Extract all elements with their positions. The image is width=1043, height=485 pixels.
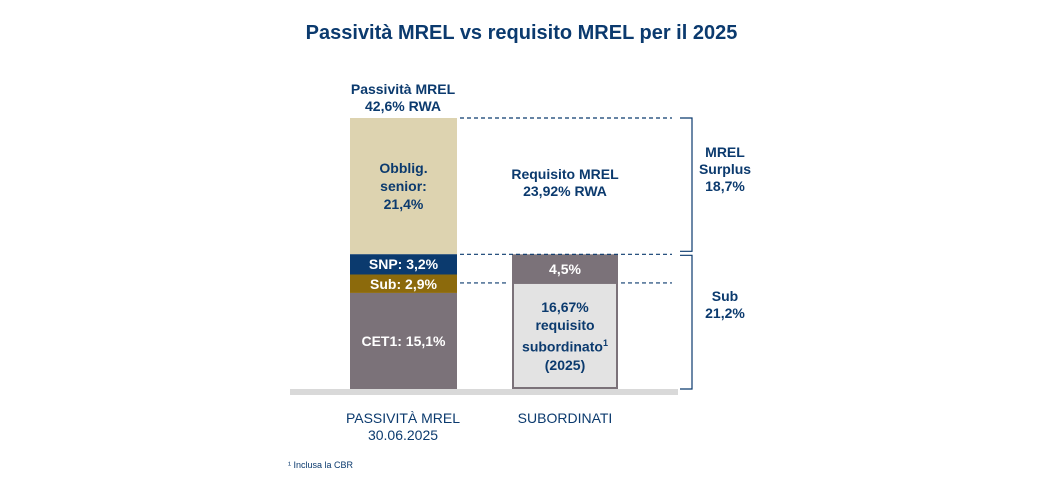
bar2-header-line2: 23,92% RWA [523,183,607,199]
sub-bracket-label: Sub 21,2% [690,288,760,322]
bar2-header-line1: Requisito MREL [511,166,619,182]
surplus-bracket-label: MREL Surplus 18,7% [690,144,760,195]
bar1-segment-cet1 [350,292,457,389]
requirement-label-line2: requisito [535,317,595,334]
surplus-bracket [680,117,693,252]
requirement-label-line4: (2025) [544,356,586,373]
bar1-header-line1: Passività MREL [350,81,456,97]
extra-label: 4,5% [549,260,581,277]
requirement-label: 16,67% requisito subordinato1 (2025) [512,283,618,389]
bar1-segment-senior [350,118,457,255]
bar1-segment-sub [350,274,457,293]
cet1-label: CET1: 15,1% [361,332,446,349]
bar2-header: Requisito MREL 23,92% RWA [500,166,630,200]
senior-label: Obblig. senior: 21,4% [350,118,457,254]
sub-bracket-line1: Sub [711,288,739,304]
bar1-segment-snp [350,254,457,275]
surplus-label-line2: Surplus [698,161,752,177]
surplus-label-line3: 18,7% [705,178,745,194]
sub-bracket [680,254,693,390]
baseline [290,389,678,395]
sub-bracket-line2: 21,2% [705,305,745,321]
senior-label-line1: Obblig. [379,160,428,177]
requirement-label-line3: subordinato1 [522,338,608,355]
bar2-segment-req [512,281,618,390]
bar1-header: Passività MREL 42,6% RWA [330,81,476,115]
senior-label-line3: 21,4% [383,196,424,213]
surplus-label-line1: MREL [705,144,745,160]
category-liabilities: PASSIVITÀ MREL 30.06.2025 [320,410,486,444]
category-liabilities-line1: PASSIVITÀ MREL [345,410,461,426]
senior-label-line2: senior: [380,178,427,195]
category-subordinated: SUBORDINATI [517,410,613,426]
chart-title: Passività MREL vs requisito MREL per il … [305,22,738,44]
sub-label: Sub: 2,9% [370,275,437,292]
footnote-marker: 1 [602,338,608,349]
snp-label: SNP: 3,2% [368,256,439,273]
bar2-segment-extra [512,254,618,283]
bar1-header-line2: 42,6% RWA [365,98,441,114]
category-liabilities-line2: 30.06.2025 [367,427,439,443]
requirement-label-line1: 16,67% [541,299,589,316]
footnote: ¹ Inclusa la CBR [288,460,354,470]
